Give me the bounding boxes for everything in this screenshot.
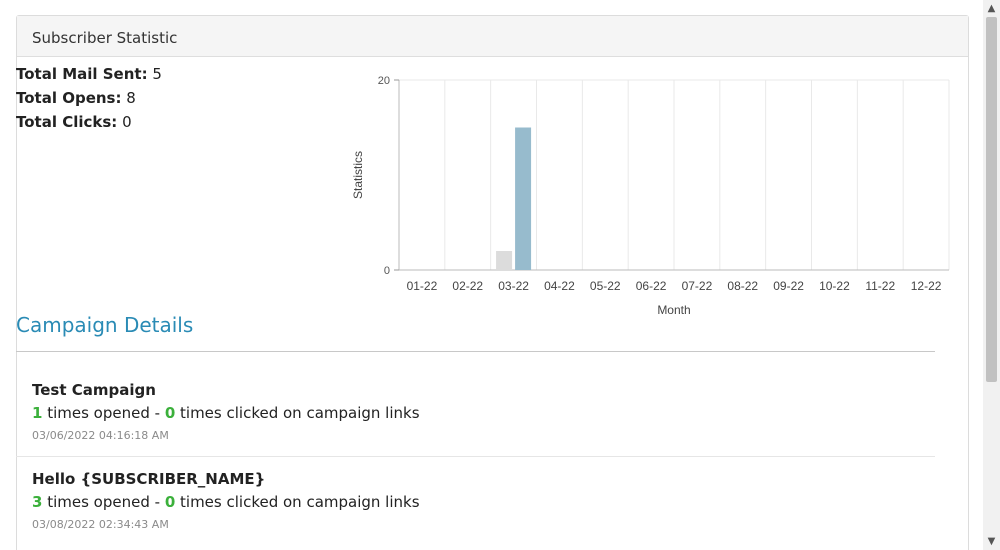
clicked-count: 0 [164, 404, 176, 422]
chart-bar [515, 127, 532, 270]
x-tick-label: 01-22 [407, 279, 438, 293]
total-mail-sent-value: 5 [152, 65, 162, 83]
x-tick-label: 11-22 [865, 279, 895, 293]
x-axis-title: Month [657, 303, 690, 317]
opened-text: times opened - [42, 493, 165, 511]
divider [16, 351, 935, 352]
x-tick-label: 12-22 [911, 279, 942, 293]
campaign-stats-line: 1 times opened - 0 times clicked on camp… [32, 404, 912, 422]
total-opens: Total Opens: 8 [16, 86, 162, 110]
clicked-text: times clicked on campaign links [175, 493, 420, 511]
clicked-text: times clicked on campaign links [175, 404, 420, 422]
total-opens-value: 8 [126, 89, 136, 107]
total-clicks-value: 0 [122, 113, 132, 131]
campaign-name: Test Campaign [32, 381, 156, 399]
x-tick-label: 07-22 [682, 279, 713, 293]
opened-count: 3 [32, 493, 43, 511]
chevron-up-icon[interactable]: ▲ [987, 3, 996, 14]
x-tick-label: 04-22 [544, 279, 575, 293]
scrollbar-thumb[interactable] [986, 17, 997, 382]
y-tick-label: 0 [384, 265, 390, 277]
x-tick-label: 09-22 [773, 279, 804, 293]
clicked-count: 0 [164, 493, 176, 511]
campaign-name: Hello {SUBSCRIBER_NAME} [32, 470, 266, 488]
divider [16, 456, 935, 457]
x-tick-label: 03-22 [498, 279, 529, 293]
campaign-item: Hello {SUBSCRIBER_NAME} 3 times opened -… [32, 470, 912, 531]
y-axis-title: Statistics [351, 151, 365, 199]
subscriber-statistic-panel: Subscriber Statistic [16, 15, 969, 550]
campaign-stats-line: 3 times opened - 0 times clicked on camp… [32, 493, 912, 511]
x-tick-label: 08-22 [727, 279, 758, 293]
total-clicks: Total Clicks: 0 [16, 110, 162, 134]
stats-summary: Total Mail Sent: 5 Total Opens: 8 Total … [16, 62, 162, 134]
panel-title: Subscriber Statistic [17, 16, 968, 57]
campaign-details-title: Campaign Details [16, 313, 194, 337]
statistics-chart: 0 20 01-22 02-22 03-22 04-22 05-22 06-22 07-22 08… [351, 75, 950, 317]
total-mail-sent-label: Total Mail Sent: [16, 65, 148, 83]
chevron-down-icon[interactable]: ▼ [987, 536, 996, 547]
x-tick-label: 02-22 [452, 279, 483, 293]
campaign-date: 03/08/2022 02:34:43 AM [32, 518, 169, 531]
opened-count: 1 [32, 404, 43, 422]
total-mail-sent: Total Mail Sent: 5 [16, 62, 162, 86]
total-opens-label: Total Opens: [16, 89, 122, 107]
y-tick-label: 20 [378, 75, 390, 87]
x-tick-label: 05-22 [590, 279, 621, 293]
campaign-item: Test Campaign 1 times opened - 0 times c… [32, 381, 912, 442]
chart-bar [496, 251, 513, 270]
campaign-date: 03/06/2022 04:16:18 AM [32, 429, 169, 442]
x-tick-label: 10-22 [819, 279, 850, 293]
x-tick-label: 06-22 [636, 279, 667, 293]
vertical-scrollbar[interactable]: ▲ ▼ [983, 0, 1000, 550]
total-clicks-label: Total Clicks: [16, 113, 118, 131]
opened-text: times opened - [42, 404, 165, 422]
